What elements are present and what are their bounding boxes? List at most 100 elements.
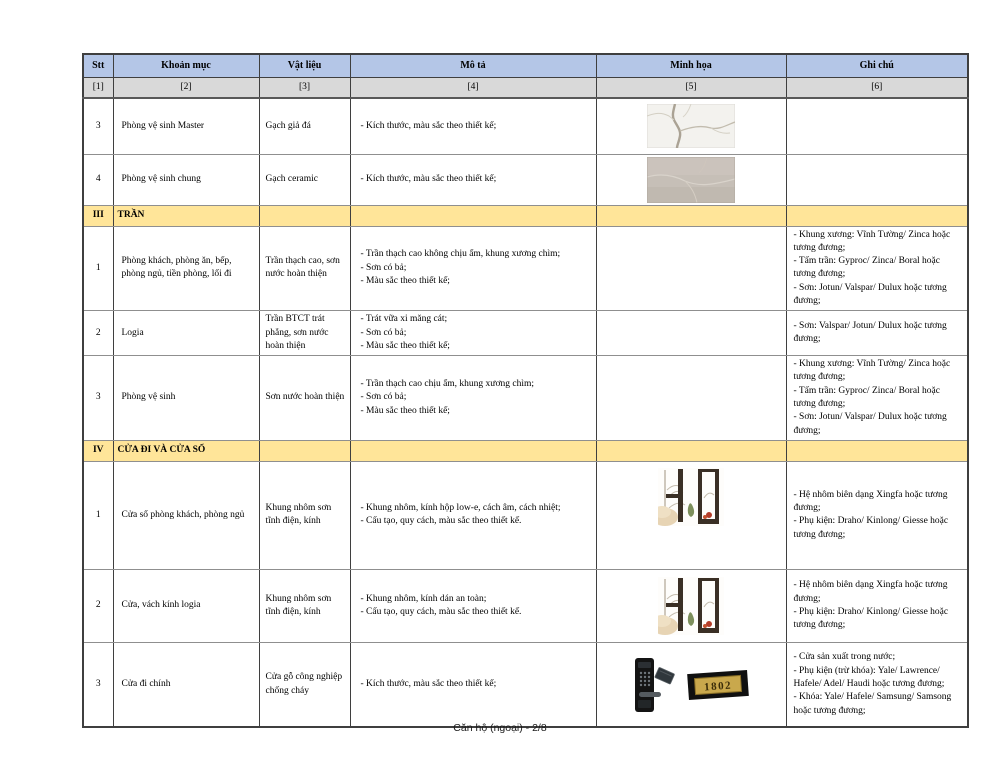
row-stt: 4 bbox=[82, 153, 114, 206]
row-item: Cửa, vách kính logia bbox=[112, 568, 260, 643]
row-material: Gạch giả đá bbox=[258, 97, 351, 155]
aluminum-window-image bbox=[658, 467, 724, 526]
page-footer: Căn hộ (ngoại) - 2/8 bbox=[453, 722, 547, 734]
row-description: - Trát vữa xi măng cát; - Sơn có bả; - M… bbox=[349, 310, 597, 357]
spec-table: Stt Khoản mục Vật liệu Mô tả Minh họa Gh… bbox=[82, 53, 969, 729]
row-description: - Khung nhôm, kính dán an toàn; - Cấu tạ… bbox=[349, 568, 597, 643]
white-marble-tile-image bbox=[647, 104, 735, 149]
digital-door-lock-image bbox=[635, 657, 675, 712]
desc-line: - Màu sắc theo thiết kế; bbox=[360, 276, 450, 287]
col-index-1: [1] bbox=[82, 77, 114, 99]
row-description: - Kích thước, màu sắc theo thiết kế; bbox=[349, 97, 597, 155]
section-empty-cell bbox=[349, 439, 597, 462]
note-line: - Sơn: Jotun/ Valspar/ Dulux hoặc tương … bbox=[793, 282, 947, 306]
col-header-ghi-chu: Ghi chú bbox=[785, 53, 969, 78]
section-row-cua-di-va-cua-so: IV CỬA ĐI VÀ CỬA SỔ bbox=[82, 439, 969, 462]
row-illustration bbox=[595, 460, 787, 570]
col-index-4: [4] bbox=[349, 77, 597, 99]
row-stt: 3 bbox=[82, 355, 114, 441]
table-row: 1 Cửa sổ phòng khách, phòng ngủ Khung nh… bbox=[82, 460, 969, 570]
table-row: 4 Phòng vệ sinh chung Gạch ceramic - Kíc… bbox=[82, 153, 969, 206]
row-stt: 2 bbox=[82, 568, 114, 643]
section-empty-cell bbox=[785, 204, 969, 227]
table-row: 3 Phòng vệ sinh Master Gạch giả đá - Kíc… bbox=[82, 97, 969, 155]
row-material: Khung nhôm sơn tĩnh điện, kính bbox=[258, 568, 351, 643]
row-material: Trần BTCT trát phẳng, sơn nước hoàn thiệ… bbox=[258, 310, 351, 357]
table-row: 2 Logia Trần BTCT trát phẳng, sơn nước h… bbox=[82, 310, 969, 357]
note-line: - Phụ kiện: Draho/ Kinlong/ Giesse hoặc … bbox=[793, 606, 949, 631]
row-illustration bbox=[595, 568, 787, 643]
row-item: Logia bbox=[112, 310, 260, 357]
section-title: CỬA ĐI VÀ CỬA SỔ bbox=[112, 439, 260, 462]
row-material: Gạch ceramic bbox=[258, 153, 351, 206]
note-line: - Tấm trần: Gyproc/ Zinca/ Boral hoặc tư… bbox=[793, 256, 941, 280]
table-row: 3 Cửa đi chính Cửa gỗ công nghiệp chống … bbox=[82, 641, 969, 728]
row-material: Trần thạch cao, sơn nước hoàn thiện bbox=[258, 225, 351, 312]
note-line: - Phụ kiện: Draho/ Kinlong/ Giesse hoặc … bbox=[793, 516, 949, 540]
desc-line: - Trát vữa xi măng cát; bbox=[360, 314, 448, 325]
row-stt: 2 bbox=[82, 310, 114, 357]
grey-marble-tile-image bbox=[647, 156, 735, 203]
row-item: Phòng vệ sinh Master bbox=[112, 97, 260, 155]
desc-line: - Kích thước, màu sắc theo thiết kế; bbox=[360, 173, 497, 184]
desc-line: - Màu sắc theo thiết kế; bbox=[360, 340, 450, 351]
col-header-minh-hoa: Minh họa bbox=[595, 53, 787, 78]
desc-line: - Sơn có bả; bbox=[360, 327, 407, 338]
row-stt: 1 bbox=[82, 460, 114, 570]
row-illustration bbox=[595, 225, 787, 312]
col-index-3: [3] bbox=[258, 77, 351, 99]
room-number-plate-image: 1802 bbox=[687, 669, 749, 700]
row-illustration: 1802 bbox=[595, 641, 787, 728]
col-header-khoan-muc: Khoản mục bbox=[112, 53, 260, 78]
table-row: 3 Phòng vệ sinh Sơn nước hoàn thiện - Tr… bbox=[82, 355, 969, 441]
note-line: - Tấm trần: Gyproc/ Zinca/ Boral hoặc tư… bbox=[793, 385, 941, 410]
desc-line: - Cấu tạo, quy cách, màu sắc theo thiết … bbox=[360, 516, 522, 527]
section-empty-cell bbox=[258, 439, 351, 462]
row-notes: - Khung xương: Vĩnh Tường/ Zinca hoặc tư… bbox=[785, 355, 969, 441]
row-notes: - Cửa sản xuất trong nước; - Phụ kiện (t… bbox=[785, 641, 969, 728]
note-line: - Phụ kiện (trừ khóa): Yale/ Lawrence/ H… bbox=[793, 665, 945, 690]
row-illustration bbox=[595, 153, 787, 206]
desc-line: - Trần thạch cao không chịu ẩm, khung xư… bbox=[360, 249, 561, 260]
specification-sheet: Stt Khoản mục Vật liệu Mô tả Minh họa Gh… bbox=[82, 53, 969, 729]
col-index-2: [2] bbox=[112, 77, 260, 99]
desc-line: - Khung nhôm, kính hộp low-e, cách âm, c… bbox=[360, 503, 561, 514]
note-line: - Cửa sản xuất trong nước; bbox=[793, 652, 896, 663]
row-description: - Kích thước, màu sắc theo thiết kế; bbox=[349, 153, 597, 206]
row-illustration bbox=[595, 355, 787, 441]
row-item: Phòng vệ sinh bbox=[112, 355, 260, 441]
desc-line: - Trần thạch cao chịu ẩm, khung xương ch… bbox=[360, 379, 535, 390]
desc-line: - Cấu tạo, quy cách, màu sắc theo thiết … bbox=[360, 606, 522, 617]
note-line: - Khóa: Yale/ Hafele/ Samsung/ Samsong h… bbox=[793, 692, 952, 716]
section-title: TRẦN bbox=[112, 204, 260, 227]
col-index-5: [5] bbox=[595, 77, 787, 99]
row-description: - Kích thước, màu sắc theo thiết kế; bbox=[349, 641, 597, 728]
note-line: - Sơn: Jotun/ Valspar/ Dulux hoặc tương … bbox=[793, 412, 947, 436]
col-index-6: [6] bbox=[785, 77, 969, 99]
aluminum-window-image bbox=[658, 576, 724, 635]
row-stt: 1 bbox=[82, 225, 114, 312]
row-material: Khung nhôm sơn tĩnh điện, kính bbox=[258, 460, 351, 570]
row-notes bbox=[785, 153, 969, 206]
row-item: Cửa đi chính bbox=[112, 641, 260, 728]
row-item: Cửa sổ phòng khách, phòng ngủ bbox=[112, 460, 260, 570]
row-material: Cửa gỗ công nghiệp chống cháy bbox=[258, 641, 351, 728]
row-notes bbox=[785, 97, 969, 155]
note-line: - Khung xương: Vĩnh Tường/ Zinca hoặc tư… bbox=[793, 229, 951, 253]
desc-line: - Sơn có bả; bbox=[360, 262, 407, 273]
row-material: Sơn nước hoàn thiện bbox=[258, 355, 351, 441]
row-notes: - Hệ nhôm biên dạng Xingfa hoặc tương đư… bbox=[785, 568, 969, 643]
column-index-row: [1] [2] [3] [4] [5] [6] bbox=[82, 77, 969, 99]
note-line: - Hệ nhôm biên dạng Xingfa hoặc tương đư… bbox=[793, 580, 948, 604]
table-header-row: Stt Khoản mục Vật liệu Mô tả Minh họa Gh… bbox=[82, 53, 969, 78]
desc-line: - Màu sắc theo thiết kế; bbox=[360, 405, 450, 416]
row-illustration bbox=[595, 97, 787, 155]
row-item: Phòng vệ sinh chung bbox=[112, 153, 260, 206]
desc-line: - Kích thước, màu sắc theo thiết kế; bbox=[360, 120, 497, 131]
row-notes: - Sơn: Valspar/ Jotun/ Dulux hoặc tương … bbox=[785, 310, 969, 357]
desc-line: - Sơn có bả; bbox=[360, 392, 407, 403]
col-header-vat-lieu: Vật liệu bbox=[258, 53, 351, 78]
section-row-tran: III TRẦN bbox=[82, 204, 969, 227]
row-description: - Trần thạch cao không chịu ẩm, khung xư… bbox=[349, 225, 597, 312]
note-line: - Khung xương: Vĩnh Tường/ Zinca hoặc tư… bbox=[793, 359, 951, 383]
